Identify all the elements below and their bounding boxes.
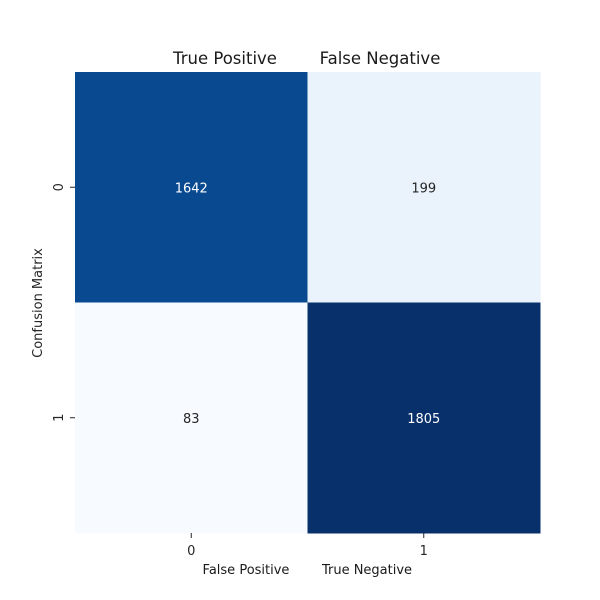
heatmap-cells [75,72,541,534]
bottom-title-left: False Positive [203,563,290,578]
y-tick-label-0: 0 [52,183,67,191]
x-tick-label-1: 1 [420,544,428,559]
heatmap-cell-r1-c1 [307,302,541,534]
x-tick-label-0: 0 [187,544,195,559]
y-tick-label-1: 1 [52,414,67,422]
heatmap-cell-r0-c0 [75,72,308,303]
y-axis-label: Confusion Matrix [31,248,46,358]
cell-value-r1-c1: 1805 [407,412,440,427]
top-title-right: False Negative [320,49,441,68]
cell-annotations: 1642 199 83 1805 [175,181,441,427]
top-title-left: True Positive [172,49,277,68]
heatmap-cell-r1-c0 [75,302,308,534]
bottom-title-right: True Negative [321,563,412,578]
cell-value-r0-c0: 1642 [175,181,208,196]
cell-value-r1-c0: 83 [183,412,200,427]
axis-ticks: 0 1 0 1 [52,183,428,559]
heatmap-cell-r0-c1 [307,72,541,303]
cell-value-r0-c1: 199 [411,181,436,196]
